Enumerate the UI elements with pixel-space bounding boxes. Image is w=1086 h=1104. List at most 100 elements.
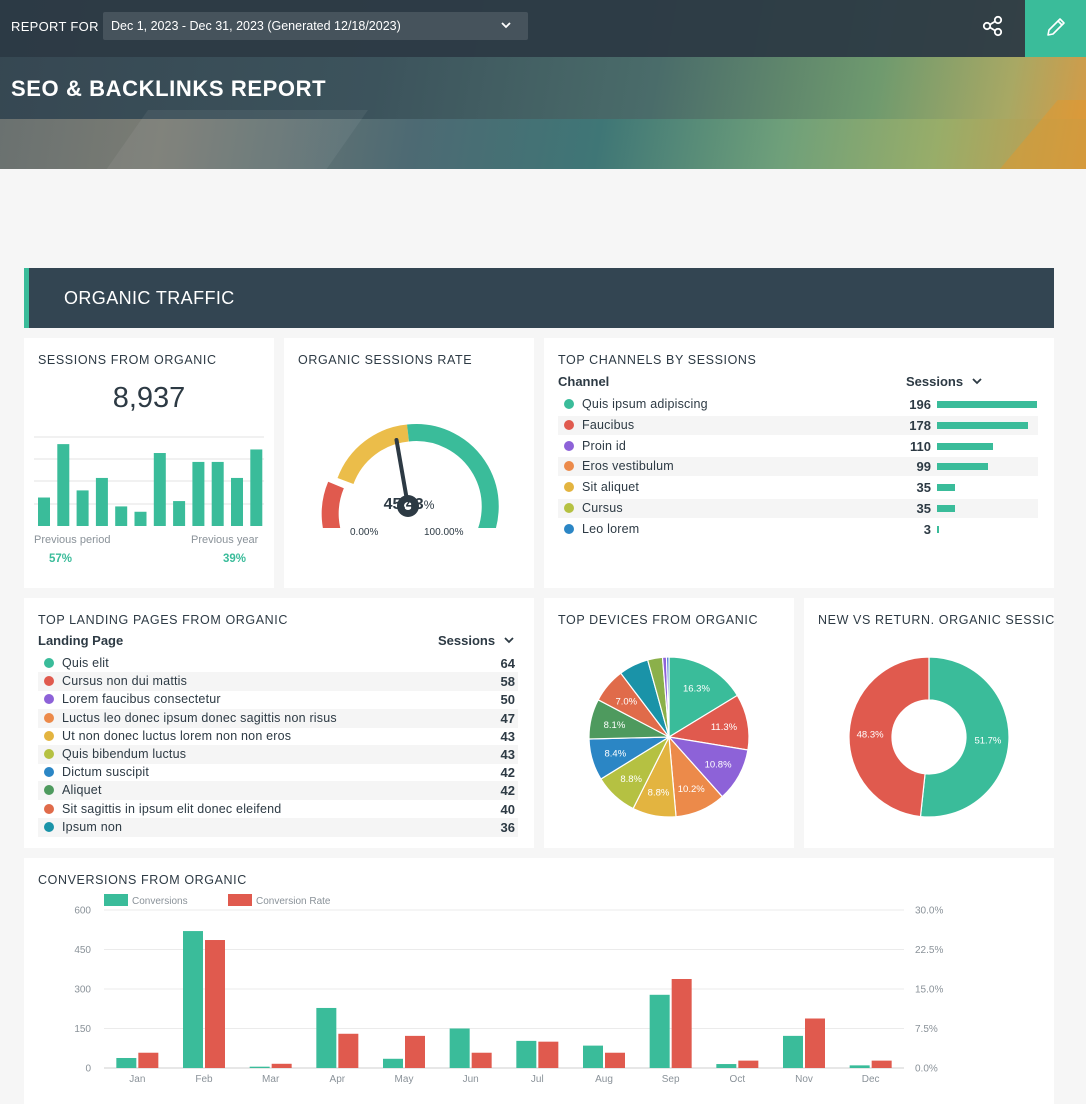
column-header-sessions[interactable]: Sessions bbox=[438, 633, 515, 648]
conversions-bar bbox=[249, 1066, 270, 1068]
table-row: Cursus non dui mattis 58 bbox=[38, 672, 518, 692]
legend-dot bbox=[564, 482, 574, 493]
table-row: Lorem faucibus consectetur 50 bbox=[38, 690, 518, 709]
session-bar bbox=[937, 421, 1028, 429]
widget-title: NEW VS RETURN. ORGANIC SESSIC bbox=[818, 613, 1054, 627]
report-header: REPORT FOR Dec 1, 2023 - Dec 31, 2023 (G… bbox=[0, 0, 1086, 169]
legend-dot bbox=[44, 821, 54, 832]
row-label: Luctus leo donec ipsum donec sagittis no… bbox=[62, 710, 337, 725]
session-bar bbox=[250, 449, 263, 526]
legend-conversions: Conversions bbox=[104, 894, 188, 907]
row-value: 47 bbox=[500, 710, 515, 726]
y-tick-right: 0.0% bbox=[915, 1064, 938, 1075]
legend-dot bbox=[564, 503, 574, 513]
date-range-value: Dec 1, 2023 - Dec 31, 2023 (Generated 12… bbox=[111, 19, 401, 33]
conversions-bar bbox=[583, 1045, 603, 1068]
table-row: Faucibus 178 bbox=[558, 415, 1038, 435]
edit-button[interactable] bbox=[1025, 0, 1086, 57]
sessions-rate-gauge bbox=[321, 424, 499, 528]
top-bar: REPORT FOR Dec 1, 2023 - Dec 31, 2023 (G… bbox=[0, 0, 1086, 57]
table-row: Quis bibendum luctus 43 bbox=[38, 745, 518, 764]
session-bar bbox=[937, 505, 955, 512]
pencil-icon bbox=[1047, 18, 1065, 36]
session-bar bbox=[173, 501, 186, 526]
legend-dot bbox=[564, 461, 574, 472]
y-tick-left: 300 bbox=[74, 985, 91, 996]
slice-label: 10.2% bbox=[678, 784, 705, 795]
report-for-label: REPORT FOR bbox=[11, 19, 99, 34]
conversions-bar bbox=[449, 1028, 470, 1068]
conversion-rate-bar bbox=[271, 1063, 292, 1068]
row-value: 36 bbox=[500, 819, 515, 835]
session-bar bbox=[211, 461, 224, 526]
y-tick-left: 450 bbox=[74, 945, 91, 956]
row-value: 99 bbox=[916, 459, 931, 475]
row-value: 50 bbox=[500, 692, 515, 708]
conversions-bar bbox=[649, 994, 670, 1068]
column-header-channel: Channel bbox=[558, 374, 610, 389]
gauge-max-label: 100.00% bbox=[424, 527, 464, 538]
legend-swatch bbox=[104, 894, 128, 906]
conversion-rate-bar bbox=[138, 1052, 159, 1068]
row-label: Cursus bbox=[582, 501, 623, 515]
session-bar bbox=[231, 477, 243, 526]
legend-dot bbox=[44, 694, 54, 705]
header-decoration bbox=[0, 119, 1086, 169]
conversions-bar bbox=[183, 931, 203, 1068]
row-value: 43 bbox=[500, 747, 515, 762]
table-row: Eros vestibulum 99 bbox=[558, 457, 1038, 477]
pie-slice bbox=[668, 656, 739, 739]
legend-dot bbox=[564, 399, 574, 409]
conversion-rate-bar bbox=[805, 1018, 825, 1068]
row-value: 35 bbox=[916, 501, 931, 516]
x-tick-label: Mar bbox=[262, 1074, 280, 1085]
date-range-select[interactable]: Dec 1, 2023 - Dec 31, 2023 (Generated 12… bbox=[103, 12, 528, 40]
legend-dot bbox=[44, 767, 54, 778]
y-tick-right: 15.0% bbox=[915, 985, 943, 996]
slice-label: 16.3% bbox=[683, 684, 710, 695]
sessions-rate-widget: ORGANIC SESSIONS RATE 45.43% 0.00% 100.0… bbox=[284, 338, 534, 588]
legend-label: Conversion Rate bbox=[256, 896, 331, 907]
pie-slice bbox=[665, 656, 670, 738]
session-bar bbox=[115, 506, 128, 526]
y-tick-right: 30.0% bbox=[915, 906, 943, 917]
row-label: Lorem faucibus consectetur bbox=[62, 692, 221, 707]
conversions-bar bbox=[116, 1057, 137, 1068]
legend-dot bbox=[564, 523, 574, 534]
session-bar bbox=[134, 511, 147, 526]
conversion-rate-bar bbox=[871, 1060, 892, 1068]
x-tick-label: Apr bbox=[330, 1074, 346, 1085]
y-tick-right: 22.5% bbox=[915, 945, 943, 956]
sessions-mini-chart bbox=[34, 436, 264, 526]
legend-dot bbox=[44, 730, 54, 741]
slice-label: 11.3% bbox=[711, 722, 738, 733]
widget-title: CONVERSIONS FROM ORGANIC bbox=[38, 873, 247, 887]
row-value: 178 bbox=[909, 417, 931, 433]
chevron-down-icon bbox=[501, 22, 511, 29]
conversion-rate-bar bbox=[738, 1060, 759, 1068]
table-row: Sit aliquet 35 bbox=[558, 478, 1038, 497]
slice-label: 10.8% bbox=[705, 759, 732, 770]
devices-pie-chart: 16.3% 11.3% 10.8% 10.2% 8.8% 8.8% 8.4% 8.1% 7.0% bbox=[588, 656, 750, 818]
share-button[interactable] bbox=[978, 12, 1008, 42]
legend-dot bbox=[44, 749, 54, 759]
channels-widget: TOP CHANNELS BY SESSIONS Channel Session… bbox=[544, 338, 1054, 588]
row-value: 40 bbox=[500, 801, 515, 817]
row-value: 35 bbox=[916, 480, 931, 496]
slice-label: 8.1% bbox=[604, 720, 626, 731]
table-row: Quis elit 64 bbox=[38, 654, 518, 673]
x-tick-label: Nov bbox=[795, 1074, 813, 1085]
row-label: Faucibus bbox=[582, 417, 635, 432]
row-value: 64 bbox=[500, 656, 515, 671]
legend-dot bbox=[564, 440, 574, 451]
column-header-sessions[interactable]: Sessions bbox=[906, 374, 983, 389]
conversions-bar bbox=[316, 1007, 337, 1068]
conversions-bar bbox=[383, 1058, 403, 1068]
table-row: Quis ipsum adipiscing 196 bbox=[558, 395, 1038, 414]
conversions-bar-chart: 600 30.0% 450 22.5% 300 15.0% 150 7.5% 0 0.0% Jan F… bbox=[74, 906, 943, 1086]
slice-label: 7.0% bbox=[615, 696, 637, 707]
previous-year-label: Previous year bbox=[191, 534, 259, 546]
widget-title: TOP LANDING PAGES FROM ORGANIC bbox=[38, 613, 288, 627]
session-bar bbox=[937, 525, 939, 533]
gauge-hub-center bbox=[404, 502, 412, 510]
